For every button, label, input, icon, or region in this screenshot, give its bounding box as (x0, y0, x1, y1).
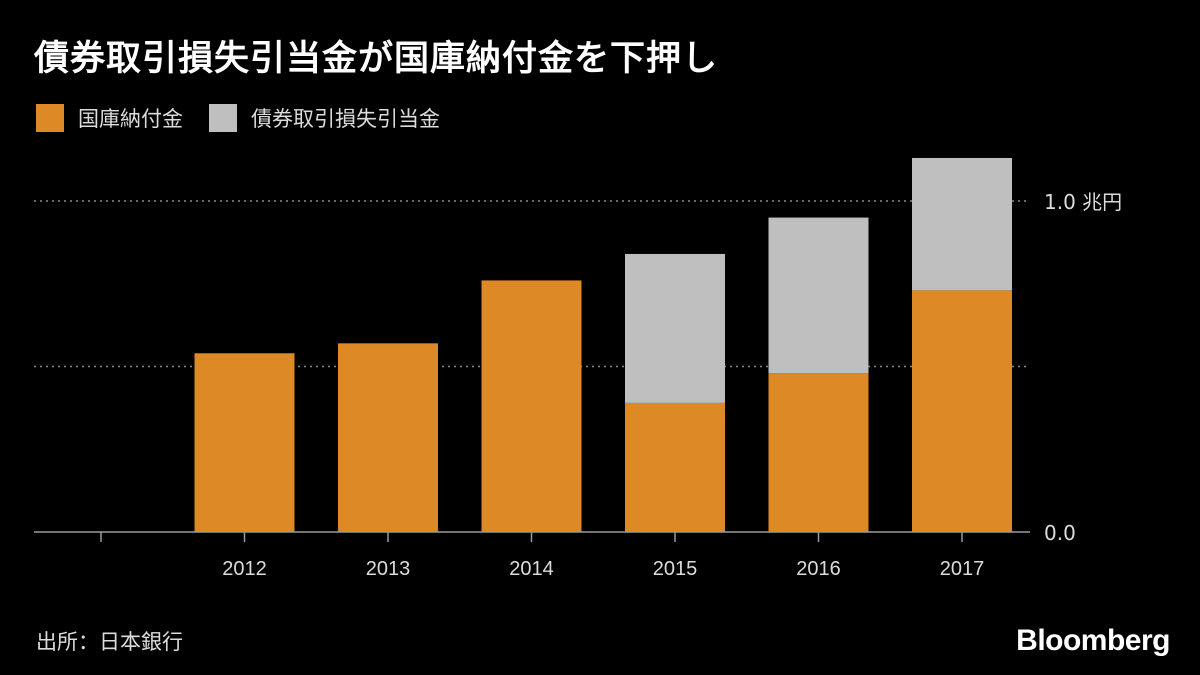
y-tick-label-0: 0.0 (1044, 521, 1076, 545)
bar-2012-series-0 (194, 353, 295, 532)
legend-label-provision: 債券取引損失引当金 (251, 107, 440, 131)
bar-2014-series-0 (481, 280, 582, 532)
legend-swatch-payment (36, 104, 64, 132)
x-tick-label-2016: 2016 (796, 558, 841, 580)
x-tick-label-2012: 2012 (222, 558, 267, 580)
bar-2017-series-1 (912, 157, 1012, 291)
chart-legend: 国庫納付金 債券取引損失引当金 (36, 103, 466, 133)
bar-2013-series-0 (338, 343, 438, 532)
legend-item-provision: 債券取引損失引当金 (209, 103, 440, 133)
bloomberg-logo: Bloomberg (1016, 624, 1170, 657)
y-tick-label-2: 1.0 兆円 (1044, 190, 1122, 214)
legend-item-payment: 国庫納付金 (36, 103, 183, 133)
bar-2017-series-0 (912, 290, 1012, 532)
x-tick-label-2015: 2015 (653, 558, 698, 580)
x-tick-label-2017: 2017 (940, 558, 985, 580)
bar-2016-series-0 (768, 373, 869, 532)
bar-2015-series-1 (625, 253, 725, 403)
bar-2015-series-0 (625, 402, 725, 532)
x-tick-label-2013: 2013 (366, 558, 411, 580)
bar-2016-series-1 (768, 217, 869, 374)
legend-swatch-provision (209, 104, 237, 132)
source-note: 出所：日本銀行 (36, 630, 183, 654)
x-tick-label-2014: 2014 (509, 558, 554, 580)
chart-title: 債券取引損失引当金が国庫納付金を下押し (34, 39, 719, 79)
legend-label-payment: 国庫納付金 (78, 107, 183, 131)
